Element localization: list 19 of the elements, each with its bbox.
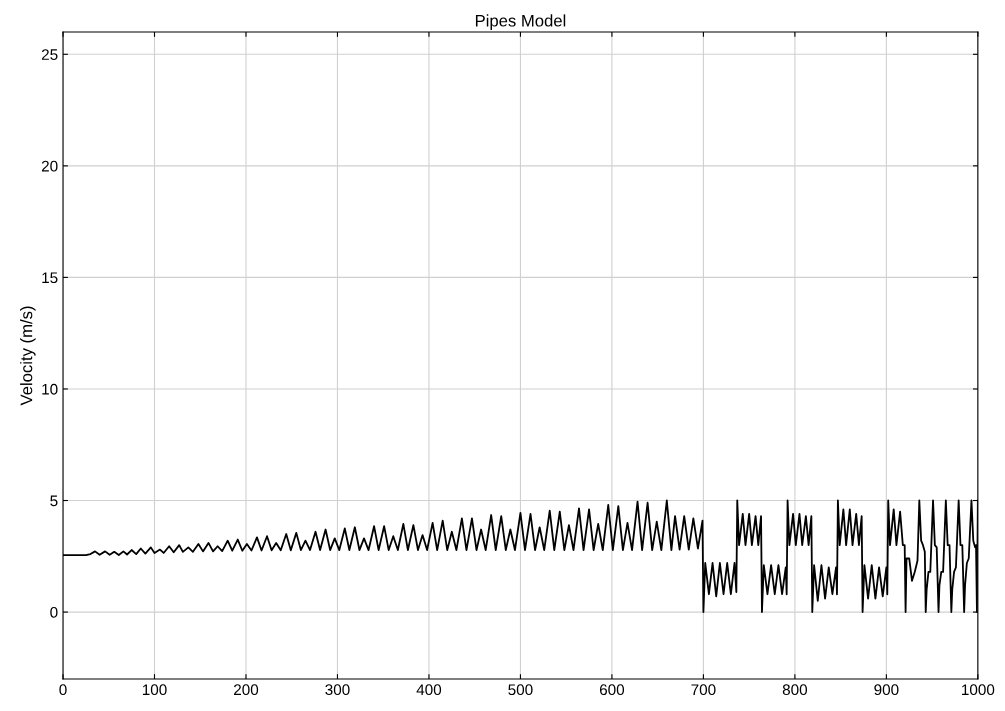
x-tick-label: 900 [874,684,899,696]
y-tick-label: 0 [50,606,58,618]
x-tick-label: 700 [691,684,716,696]
x-tick-label: 100 [142,684,167,696]
x-tick-label: 300 [325,684,350,696]
y-tick-label: 10 [42,383,58,395]
y-tick-label: 15 [42,272,58,284]
y-tick-label: 25 [41,49,58,60]
x-tick-label: 800 [782,684,808,696]
x-tick-label: 500 [508,684,533,696]
x-tick-label: 600 [599,684,625,696]
x-tick-label: 1000 [962,684,995,696]
y-tick-label: 5 [50,495,58,507]
chart-title: Pipes Model [475,14,566,30]
y-tick-label: 20 [41,160,58,172]
x-tick-label: 0 [59,684,67,696]
y-axis-title: Velocity (m/s) [20,306,36,406]
x-tick-label: 400 [416,684,442,696]
x-tick-label: 200 [234,684,259,696]
